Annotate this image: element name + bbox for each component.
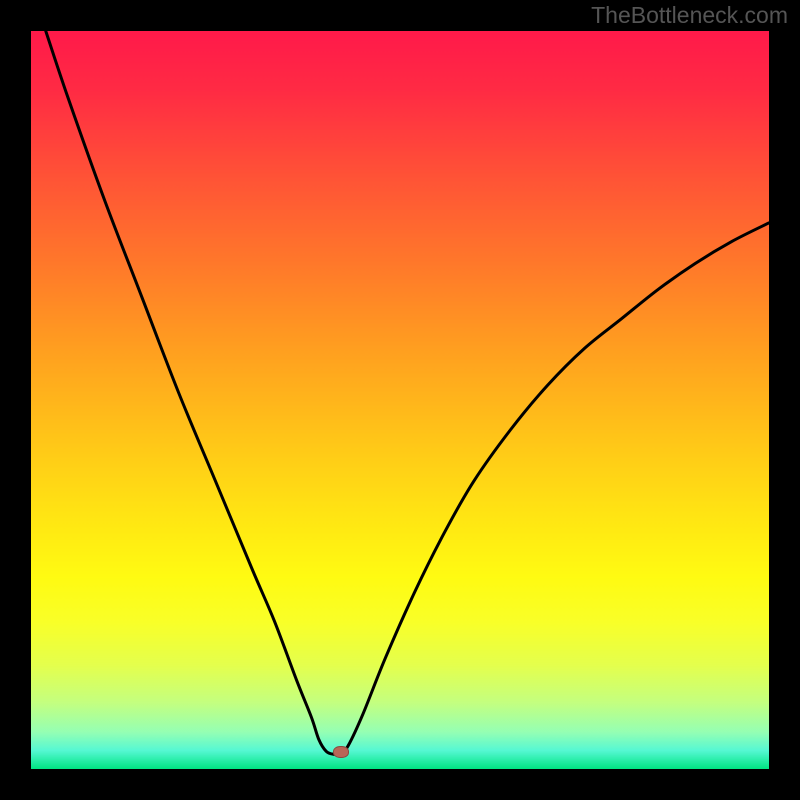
bottleneck-curve-layer xyxy=(31,31,769,769)
watermark-text: TheBottleneck.com xyxy=(591,2,788,29)
bottleneck-curve xyxy=(46,31,769,755)
optimal-point-marker xyxy=(333,746,349,758)
chart-plot-area xyxy=(31,31,769,769)
